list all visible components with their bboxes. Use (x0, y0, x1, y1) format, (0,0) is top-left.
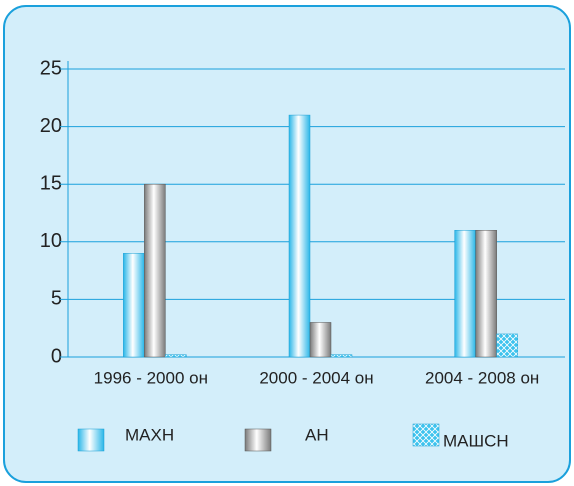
legend-label: МАШСН (443, 431, 509, 450)
bar (165, 354, 187, 358)
y-tick-label: 20 (40, 115, 62, 137)
legend-label: МАХН (125, 425, 174, 444)
legend-label: АН (305, 425, 329, 444)
y-tick-label: 25 (40, 57, 62, 79)
legend-swatch (244, 428, 272, 452)
bar (475, 230, 497, 358)
bar (288, 114, 311, 358)
bar (454, 230, 476, 358)
bar (496, 333, 518, 358)
x-tick-label: 1996 - 2000 он (94, 368, 208, 387)
y-tick-label: 15 (40, 172, 62, 194)
legend-swatch (412, 423, 440, 447)
y-tick-label: 5 (51, 288, 62, 310)
y-tick-label: 10 (40, 230, 62, 252)
bar (144, 183, 166, 358)
y-tick-label: 0 (51, 345, 62, 367)
bar (330, 354, 353, 358)
legend-swatch (77, 428, 105, 452)
panel (3, 5, 571, 483)
bar (309, 322, 332, 358)
x-tick-label: 2000 - 2004 он (259, 368, 373, 387)
bar (123, 253, 145, 358)
x-tick-label: 2004 - 2008 он (425, 368, 539, 387)
